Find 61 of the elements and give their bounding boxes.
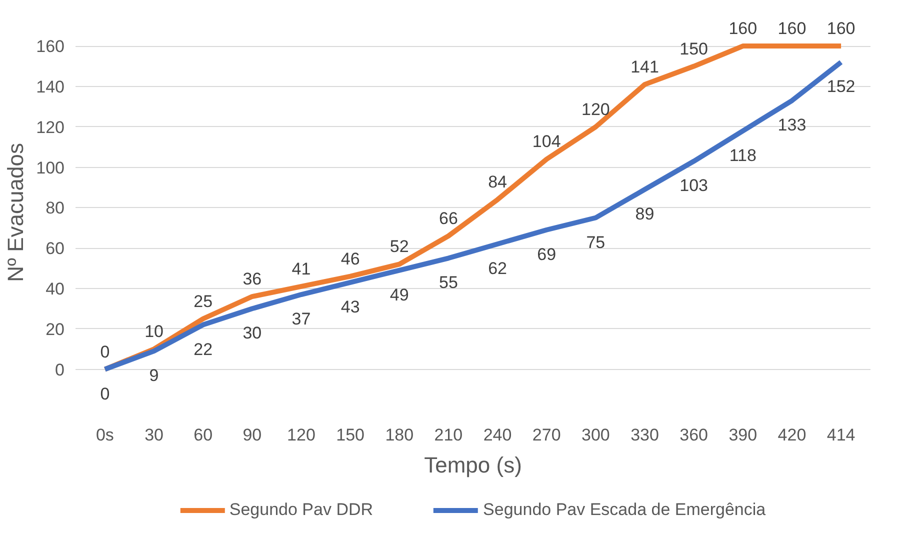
data-label: 75	[586, 232, 606, 252]
x-tick-label: 414	[826, 426, 856, 444]
data-label: 150	[680, 39, 708, 58]
data-label: 160	[728, 19, 758, 38]
x-tick-label: 390	[728, 426, 758, 444]
data-label: 55	[439, 273, 458, 292]
data-label: 0	[100, 384, 110, 404]
data-label: 141	[630, 57, 659, 76]
data-label: 46	[340, 249, 360, 268]
data-label: 30	[242, 324, 262, 343]
x-axis-title: Tempo (s)	[424, 452, 522, 478]
x-tick-label: 210	[434, 426, 463, 444]
x-tick-label: 180	[385, 426, 414, 444]
data-label: 120	[582, 100, 610, 119]
data-label: 69	[537, 244, 556, 264]
data-label: 52	[390, 237, 409, 256]
y-tick-label: 100	[36, 158, 65, 178]
x-tick-label: 60	[194, 426, 213, 444]
y-tick-label: 80	[46, 198, 65, 218]
data-label: 25	[194, 292, 213, 311]
data-label: 104	[532, 132, 561, 152]
x-tick-label: 30	[144, 426, 164, 444]
y-tick-label: 20	[46, 320, 65, 339]
data-label: 66	[439, 208, 458, 228]
data-label: 43	[340, 297, 360, 316]
y-tick-label: 120	[36, 118, 65, 137]
x-tick-label: 330	[630, 426, 659, 444]
data-label: 160	[826, 19, 856, 38]
y-tick-label: 140	[36, 77, 65, 96]
x-tick-label: 360	[680, 426, 708, 444]
x-tick-label: 420	[778, 426, 806, 444]
data-label: 41	[292, 259, 311, 278]
data-label: 37	[292, 310, 311, 329]
data-label: 89	[635, 204, 654, 224]
data-label: 103	[680, 176, 708, 196]
x-tick-label: 90	[242, 426, 262, 444]
y-axis-title: Nº Evacuados	[3, 143, 28, 282]
data-label: 49	[390, 285, 409, 304]
data-label: 36	[242, 270, 262, 289]
y-tick-label: 160	[36, 37, 65, 56]
x-tick-label: 0s	[96, 426, 114, 444]
data-label: 22	[194, 340, 213, 359]
y-tick-label: 40	[46, 279, 65, 298]
data-label: 133	[778, 116, 806, 135]
data-label: 160	[778, 19, 806, 38]
x-tick-label: 270	[532, 426, 561, 444]
legend-label: Segundo Pav Escada de Emergência	[483, 500, 766, 520]
x-tick-label: 300	[582, 426, 610, 444]
data-label: 10	[144, 322, 164, 342]
data-label: 62	[488, 259, 508, 278]
legend-label: Segundo Pav DDR	[229, 500, 374, 520]
y-tick-label: 60	[46, 239, 65, 258]
x-tick-label: 150	[336, 426, 365, 444]
data-label: 84	[488, 172, 508, 192]
y-tick-label: 0	[55, 360, 65, 380]
data-label: 118	[729, 146, 756, 165]
data-label: 0	[100, 342, 110, 362]
data-label: 152	[826, 77, 856, 96]
x-tick-label: 120	[287, 426, 316, 444]
x-tick-label: 240	[483, 426, 512, 444]
data-label: 9	[149, 366, 159, 386]
